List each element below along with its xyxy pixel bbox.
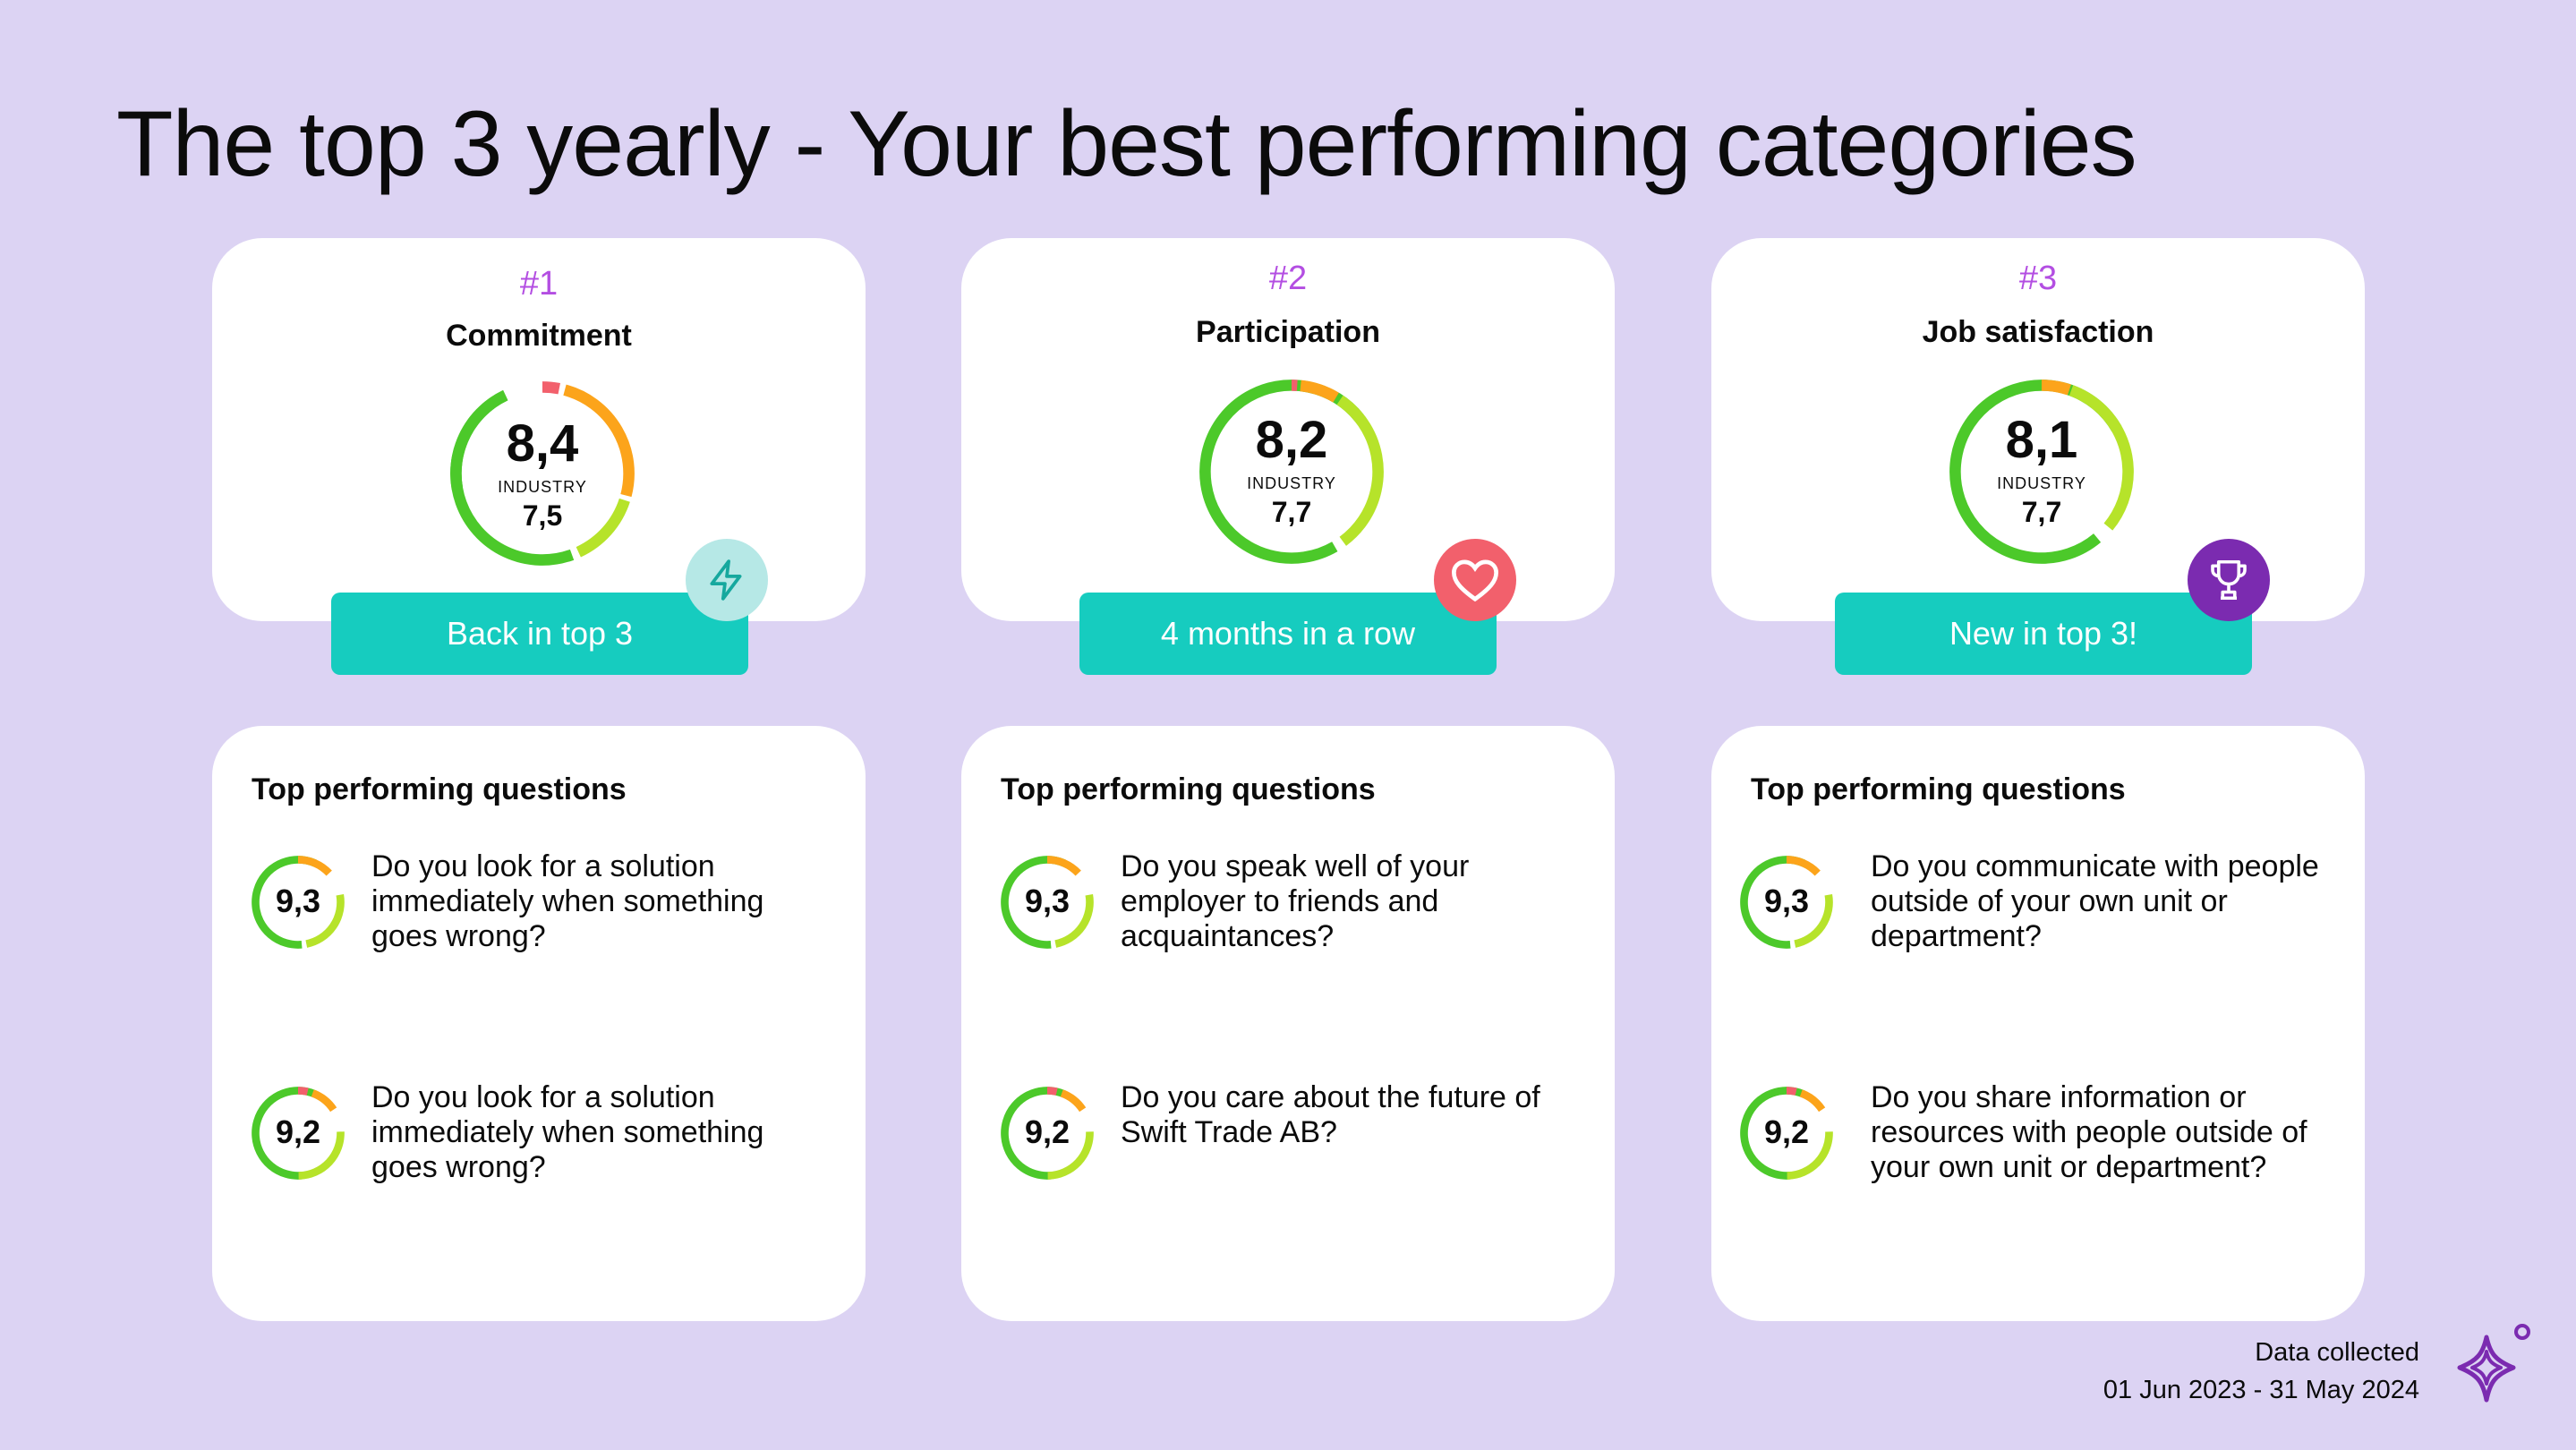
question-score: 9,2 — [1763, 1113, 1810, 1150]
industry-value: 7,7 — [2021, 496, 2062, 528]
question-score-gauge — [1001, 1087, 1094, 1180]
data-collected-footer: Data collected 01 Jun 2023 - 31 May 2024 — [2103, 1334, 2419, 1409]
category-name: Job satisfaction — [1922, 315, 2154, 349]
category-score: 8,1 — [2005, 411, 2078, 469]
category-name: Commitment — [446, 319, 632, 353]
category-name: Participation — [1196, 315, 1380, 349]
questions-heading: Top performing questions — [1001, 772, 1376, 806]
data-collected-label: Data collected — [2255, 1338, 2419, 1367]
status-badge: New in top 3! — [1835, 593, 2252, 675]
questions-heading: Top performing questions — [1751, 772, 2126, 806]
category-card-participation: #2 Participation 8,2 INDUSTRY 7,7 — [961, 238, 1615, 621]
industry-label: INDUSTRY — [1247, 474, 1336, 492]
data-collected-range: 01 Jun 2023 - 31 May 2024 — [2103, 1376, 2419, 1404]
question-score: 9,3 — [275, 883, 321, 919]
question-text: Do you care about the future of Swift Tr… — [1121, 1080, 1540, 1149]
question-text: Do you speak well of your employer to fr… — [1121, 849, 1470, 953]
industry-value: 7,7 — [1271, 496, 1312, 528]
page-title: The top 3 yearly - Your best performing … — [116, 92, 2137, 196]
question-score-gauge — [1001, 856, 1094, 949]
rank-label: #3 — [2018, 260, 2058, 297]
score-gauge — [1199, 380, 1384, 564]
category-card-commitment: #1 Commitment 8,4 INDUSTRY 7,5 — [212, 238, 866, 621]
lightning-icon — [686, 539, 768, 621]
question-score: 9,2 — [1024, 1113, 1070, 1150]
questions-card-participation: Top performing questions 9,3 Do you spea… — [961, 726, 1615, 1321]
question-text: Do you look for a solution immediately w… — [371, 1080, 764, 1184]
questions-heading: Top performing questions — [252, 772, 627, 806]
question-text: Do you look for a solution immediately w… — [371, 849, 764, 953]
rank-label: #2 — [1268, 260, 1308, 297]
score-gauge — [450, 381, 635, 566]
question-score-gauge — [1740, 856, 1833, 949]
rank-label: #1 — [519, 265, 559, 303]
question-text: Do you communicate with people outside o… — [1871, 849, 2319, 953]
sparkle-logo-icon — [2457, 1324, 2530, 1403]
trophy-icon — [2188, 539, 2270, 621]
industry-value: 7,5 — [522, 499, 563, 532]
status-badge: 4 months in a row — [1079, 593, 1497, 675]
status-badge: Back in top 3 — [331, 593, 748, 675]
score-gauge — [1949, 380, 2134, 564]
heart-icon — [1434, 539, 1516, 621]
industry-label: INDUSTRY — [498, 478, 587, 496]
question-score: 9,2 — [275, 1113, 321, 1150]
question-score: 9,3 — [1024, 883, 1070, 919]
industry-label: INDUSTRY — [1997, 474, 2086, 492]
question-text: Do you share information or resources wi… — [1871, 1080, 2307, 1184]
question-score-gauge — [252, 1087, 345, 1180]
question-score-gauge — [1740, 1087, 1833, 1180]
category-score: 8,4 — [506, 414, 579, 473]
questions-card-job-satisfaction: Top performing questions 9,3 Do you comm… — [1711, 726, 2365, 1321]
questions-card-commitment: Top performing questions 9,3 Do you look… — [212, 726, 866, 1321]
question-score-gauge — [252, 856, 345, 949]
category-score: 8,2 — [1255, 411, 1328, 469]
question-score: 9,3 — [1763, 883, 1810, 919]
